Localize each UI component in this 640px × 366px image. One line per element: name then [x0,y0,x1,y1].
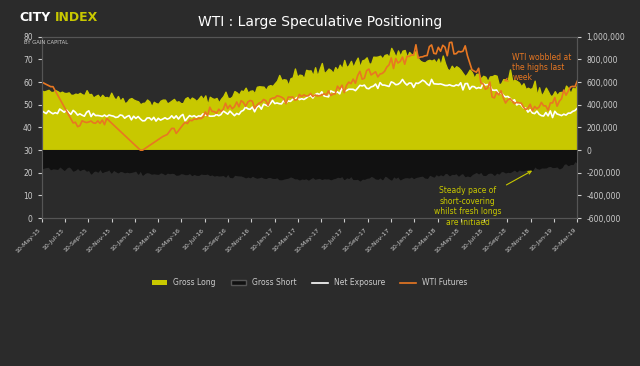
Text: INDEX: INDEX [54,11,98,24]
Text: WTI wobbled at
the highs last
week: WTI wobbled at the highs last week [505,53,572,82]
Text: WTI : Large Speculative Positioning: WTI : Large Speculative Positioning [198,15,442,29]
Legend: Gross Long, Gross Short, Net Exposure, WTI Futures: Gross Long, Gross Short, Net Exposure, W… [149,275,470,291]
Text: BY GAIN CAPITAL: BY GAIN CAPITAL [24,40,68,45]
Text: Steady pace of
short-covering
whilst fresh longs
are initiaed: Steady pace of short-covering whilst fre… [434,171,531,227]
Text: CITY: CITY [19,11,51,24]
